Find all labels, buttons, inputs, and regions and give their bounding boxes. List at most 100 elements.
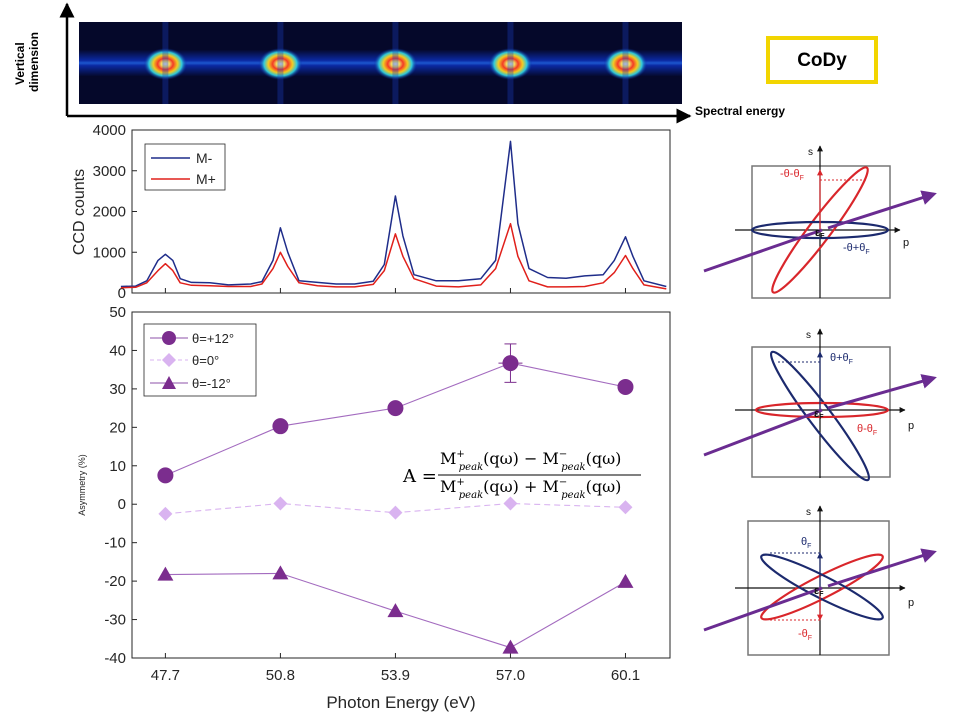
legend-m-minus-label: M- bbox=[196, 150, 213, 166]
bottom-ytick-label: -40 bbox=[104, 650, 126, 667]
diagram3-blue-label: θF bbox=[801, 536, 811, 550]
asymmetry-formula: A = M+ peak(qω) − M− peak(qω) M+ peak(qω) +… bbox=[402, 449, 641, 501]
diagram1-blue-label: -θ+θF bbox=[843, 242, 870, 256]
point-theta-minus bbox=[272, 565, 289, 580]
ccd-spot-streak bbox=[277, 22, 284, 104]
diagram1-s-label: s bbox=[808, 147, 813, 158]
series-line-m-plus bbox=[120, 222, 667, 290]
point-theta-zero bbox=[503, 496, 518, 511]
bottom-ytick-label: 40 bbox=[109, 342, 126, 359]
point-theta-plus bbox=[617, 378, 634, 395]
point-theta-minus bbox=[502, 639, 519, 654]
diagram2-beam-out bbox=[827, 374, 937, 410]
bottom-ytick-label: 0 bbox=[118, 496, 126, 513]
diagram1-p-label: p bbox=[903, 237, 909, 249]
bottom-ytick-label: -10 bbox=[104, 535, 126, 552]
ccd-spot-streak bbox=[392, 22, 399, 104]
ccd-spot bbox=[143, 48, 188, 80]
formula-lhs: A = bbox=[402, 466, 437, 487]
photon-energy-xlabel: Photon Energy (eV) bbox=[326, 693, 475, 712]
point-theta-zero bbox=[388, 505, 403, 520]
diagram3-p-label: p bbox=[908, 597, 914, 609]
point-theta-zero bbox=[158, 506, 173, 521]
polarization-diagram-1: s p -θ-θF -θ+θF εF bbox=[703, 145, 937, 299]
legend-theta-zero-label: θ=0° bbox=[192, 353, 219, 368]
point-theta-minus bbox=[387, 603, 404, 618]
asymmetry-ylabel: Asymmetry (%) bbox=[77, 454, 87, 516]
diagram2-red-label: θ-θF bbox=[857, 423, 877, 437]
point-theta-plus bbox=[387, 400, 404, 417]
ccd-spot bbox=[488, 48, 533, 80]
diagram3-beam-out bbox=[827, 548, 937, 588]
ccd-spot-streak bbox=[162, 22, 169, 104]
diagram3-blue-ellipse bbox=[760, 553, 884, 621]
point-theta-plus bbox=[502, 355, 519, 372]
spectral-energy-label: Spectral energy bbox=[695, 104, 785, 118]
formula-denominator: M+ peak(qω) + M− peak(qω) bbox=[440, 477, 621, 501]
diagram2-s-label: s bbox=[806, 330, 811, 341]
top-ytick-label: 1000 bbox=[93, 244, 126, 261]
diagram3-red-label: -θF bbox=[798, 628, 812, 642]
bottom-ytick-label: 10 bbox=[109, 458, 126, 475]
bottom-ytick-label: 20 bbox=[109, 419, 126, 436]
diagram2-blue-ellipse bbox=[769, 350, 871, 482]
bottom-ytick-label: 50 bbox=[109, 304, 126, 321]
bottom-ytick-label: 30 bbox=[109, 381, 126, 398]
bottom-xtick-label: 50.8 bbox=[266, 667, 295, 684]
top-ytick-label: 2000 bbox=[93, 204, 126, 221]
diagram2-p-label: p bbox=[908, 420, 914, 432]
asymmetry-chart: -40 -30 -20 -10 0 10 20 30 40 50 47.7 50.8 53.9 57.0 6… bbox=[77, 304, 671, 712]
top-ytick-label: 3000 bbox=[93, 163, 126, 180]
point-theta-minus bbox=[157, 566, 174, 581]
ccd-spot bbox=[258, 48, 303, 80]
ccd-counts-chart: 0 1000 2000 3000 4000 CCD counts M- M+ bbox=[71, 122, 671, 302]
legend-theta-zero-marker bbox=[162, 353, 176, 367]
point-theta-zero bbox=[273, 496, 288, 511]
legend-theta-plus-label: θ=+12° bbox=[192, 331, 234, 346]
top-legend: M- M+ bbox=[144, 143, 226, 191]
ccd-spot-streak bbox=[507, 22, 514, 104]
bottom-xtick-label: 47.7 bbox=[151, 667, 180, 684]
ccd-spot bbox=[603, 48, 648, 80]
bottom-legend: θ=+12° θ=0° θ=-12° bbox=[143, 323, 257, 397]
top-ytick-label: 0 bbox=[118, 285, 126, 302]
formula-numerator: M+ peak(qω) − M− peak(qω) bbox=[440, 449, 621, 473]
diagram1-red-ellipse bbox=[771, 166, 869, 294]
bottom-xtick-label: 53.9 bbox=[381, 667, 410, 684]
cody-badge bbox=[766, 36, 878, 84]
legend-theta-plus-marker bbox=[162, 331, 176, 345]
diagram3-s-label: s bbox=[806, 507, 811, 518]
bottom-ytick-label: -20 bbox=[104, 573, 126, 590]
diagram1-eps-label: εF bbox=[815, 227, 825, 240]
diagram1-beam-in bbox=[703, 228, 823, 273]
diagram2-eps-label: εF bbox=[814, 408, 824, 421]
ccd-spot bbox=[373, 48, 418, 80]
point-theta-plus bbox=[157, 467, 174, 484]
cody-badge-label: CoDy bbox=[797, 50, 847, 71]
point-theta-plus bbox=[272, 418, 289, 435]
vertical-dimension-label: Vertical dimension bbox=[13, 32, 41, 92]
bottom-xtick-label: 57.0 bbox=[496, 667, 525, 684]
bottom-xtick-label: 60.1 bbox=[611, 667, 640, 684]
polarization-diagram-2: s p θ+θF θ-θF εF bbox=[703, 328, 937, 482]
series-line-m-minus bbox=[120, 140, 667, 288]
ccd-spot-streak bbox=[622, 22, 629, 104]
diagram1-beam-out bbox=[827, 190, 937, 230]
point-theta-zero bbox=[618, 500, 633, 515]
diagram3-eps-label: εF bbox=[814, 585, 824, 598]
diagram2-blue-label: θ+θF bbox=[830, 352, 853, 366]
diagram2-beam-in bbox=[703, 408, 823, 457]
top-ytick-label: 4000 bbox=[93, 122, 126, 139]
point-theta-minus bbox=[617, 573, 634, 588]
diagram3-beam-in bbox=[703, 586, 823, 632]
legend-theta-minus-marker bbox=[162, 376, 176, 389]
diagram1-red-label: -θ-θF bbox=[780, 168, 804, 182]
ccd-harmonic-spots bbox=[143, 22, 648, 104]
bottom-ytick-label: -30 bbox=[104, 612, 126, 629]
polarization-diagram-3: s p θF -θF εF bbox=[703, 505, 937, 656]
diagram3-red-ellipse bbox=[760, 553, 884, 621]
legend-theta-minus-label: θ=-12° bbox=[192, 376, 231, 391]
diagram2-red-ellipse bbox=[754, 401, 890, 419]
legend-m-plus-label: M+ bbox=[196, 171, 216, 187]
